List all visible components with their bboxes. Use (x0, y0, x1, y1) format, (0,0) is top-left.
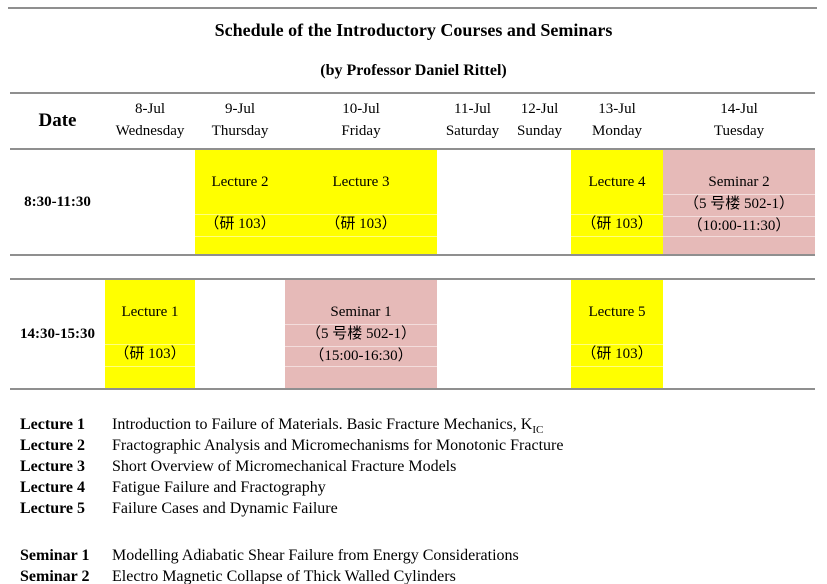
legend-item-lecture2: Lecture 2 Fractographic Analysis and Mic… (20, 435, 810, 456)
cell-wednesday-lecture1: Lecture 1 （研 103） (105, 280, 195, 388)
cell-thursday-lecture2: Lecture 2 （研 103） (195, 150, 285, 254)
legend-item-lecture4: Lecture 4 Fatigue Failure and Fractograp… (20, 477, 810, 498)
schedule-table: Date 8-Jul Wednesday 9-Jul Thursday 10-J… (10, 92, 815, 390)
col-header-monday: 13-Jul Monday (571, 94, 663, 148)
date-label: 8-Jul (135, 101, 165, 117)
date-label: 11-Jul (454, 101, 491, 117)
legend-label: Seminar 2 (20, 568, 90, 584)
seminar-time: （10:00-11:30） (663, 216, 815, 235)
lecture-name: Lecture 4 (588, 174, 646, 190)
legend-label: Lecture 2 (20, 437, 86, 454)
legend-label: Lecture 3 (20, 458, 86, 475)
col-header-tuesday: 14-Jul Tuesday (663, 94, 815, 148)
legend-item-lecture5: Lecture 5 Failure Cases and Dynamic Fail… (20, 498, 810, 519)
col-header-saturday: 11-Jul Saturday (437, 94, 508, 148)
seminar-room: （5 号楼 502-1） (285, 324, 437, 343)
legend-desc-subscript: IC (532, 424, 544, 437)
day-label: Friday (341, 123, 381, 139)
cell-tuesday-seminar2: Seminar 2 （5 号楼 502-1） （10:00-11:30） (663, 150, 815, 254)
cell-monday-lecture5: Lecture 5 （研 103） (571, 280, 663, 388)
day-label: Monday (592, 123, 642, 139)
date-label: 13-Jul (598, 101, 636, 117)
cell-sunday-empty (508, 150, 571, 254)
lecture-room: （研 103） (105, 344, 195, 363)
legend-label: Lecture 4 (20, 479, 86, 496)
cell-saturday-empty (437, 150, 508, 254)
day-label: Thursday (211, 123, 269, 139)
cell-friday-seminar1: Seminar 1 （5 号楼 502-1） （15:00-16:30） (285, 280, 437, 388)
seminar-time: （15:00-16:30） (285, 346, 437, 365)
cell-saturday-empty (437, 280, 508, 388)
page-subtitle: (by Professor Daniel Rittel) (320, 62, 507, 79)
legend-item-seminar1: Seminar 1 Modelling Adiabatic Shear Fail… (20, 545, 810, 566)
day-label: Tuesday (713, 123, 765, 139)
lecture-name: Lecture 5 (588, 304, 646, 320)
legend-desc: Introduction to Failure of Materials. Ba… (112, 414, 810, 437)
legend-desc: Fatigue Failure and Fractography (112, 479, 326, 496)
date-label: 9-Jul (225, 101, 255, 117)
date-label: 12-Jul (520, 101, 559, 117)
cell-thursday-empty (195, 280, 285, 388)
legend-item-lecture1: Lecture 1 Introduction to Failure of Mat… (20, 414, 810, 437)
time-slot-label: 8:30-11:30 (24, 193, 91, 210)
cell-friday-lecture3: Lecture 3 （研 103） (285, 150, 437, 254)
day-label: Wednesday (115, 123, 185, 139)
schedule-row-morning: 8:30-11:30 Lecture 2 （研 103） Lecture 3 （… (10, 150, 815, 256)
date-label: 10-Jul (342, 101, 380, 117)
header-row: Date 8-Jul Wednesday 9-Jul Thursday 10-J… (10, 92, 815, 150)
seminar-name: Seminar 1 (330, 304, 392, 320)
legend-label: Seminar 1 (20, 547, 90, 564)
time-slot-label: 14:30-15:30 (20, 325, 95, 342)
legend-item-seminar2: Seminar 2 Electro Magnetic Collapse of T… (20, 566, 810, 584)
legend-item-lecture3: Lecture 3 Short Overview of Micromechani… (20, 456, 810, 477)
legend-group-spacer (20, 519, 810, 545)
date-column-header: Date (38, 110, 77, 131)
col-header-friday: 10-Jul Friday (285, 94, 437, 148)
page-title: Schedule of the Introductory Courses and… (214, 20, 613, 40)
lecture-name: Lecture 3 (332, 174, 390, 190)
cell-monday-lecture4: Lecture 4 （研 103） (571, 150, 663, 254)
day-label: Saturday (445, 123, 500, 139)
top-rule (8, 7, 817, 9)
legend-desc: Modelling Adiabatic Shear Failure from E… (112, 547, 519, 564)
cell-tuesday-empty (663, 280, 815, 388)
col-header-sunday: 12-Jul Sunday (508, 94, 571, 148)
legend-desc: Electro Magnetic Collapse of Thick Walle… (112, 568, 456, 584)
col-header-thursday: 9-Jul Thursday (195, 94, 285, 148)
lecture-name: Lecture 1 (121, 304, 179, 320)
lecture-room: （研 103） (285, 214, 437, 233)
seminar-name: Seminar 2 (708, 174, 770, 190)
seminar-room: （5 号楼 502-1） (663, 194, 815, 213)
legend-desc: Short Overview of Micromechanical Fractu… (112, 458, 457, 475)
schedule-row-afternoon: 14:30-15:30 Lecture 1 （研 103） Seminar 1 … (10, 278, 815, 390)
legend-desc: Failure Cases and Dynamic Failure (112, 500, 338, 517)
lecture-name: Lecture 2 (211, 174, 269, 190)
col-header-wednesday: 8-Jul Wednesday (105, 94, 195, 148)
legend-desc: Fractographic Analysis and Micromechanis… (112, 437, 564, 454)
legend-label: Lecture 1 (20, 416, 86, 433)
legend-desc-text: Introduction to Failure of Materials. Ba… (112, 416, 533, 433)
legend: Lecture 1 Introduction to Failure of Mat… (20, 414, 810, 584)
lecture-room: （研 103） (571, 214, 663, 233)
legend-label: Lecture 5 (20, 500, 86, 517)
date-label: 14-Jul (720, 101, 758, 117)
cell-wednesday-empty (105, 150, 195, 254)
day-label: Sunday (517, 123, 562, 139)
lecture-room: （研 103） (195, 214, 285, 233)
lecture-room: （研 103） (571, 344, 663, 363)
cell-sunday-empty (508, 280, 571, 388)
row-separator-gap (10, 256, 815, 278)
